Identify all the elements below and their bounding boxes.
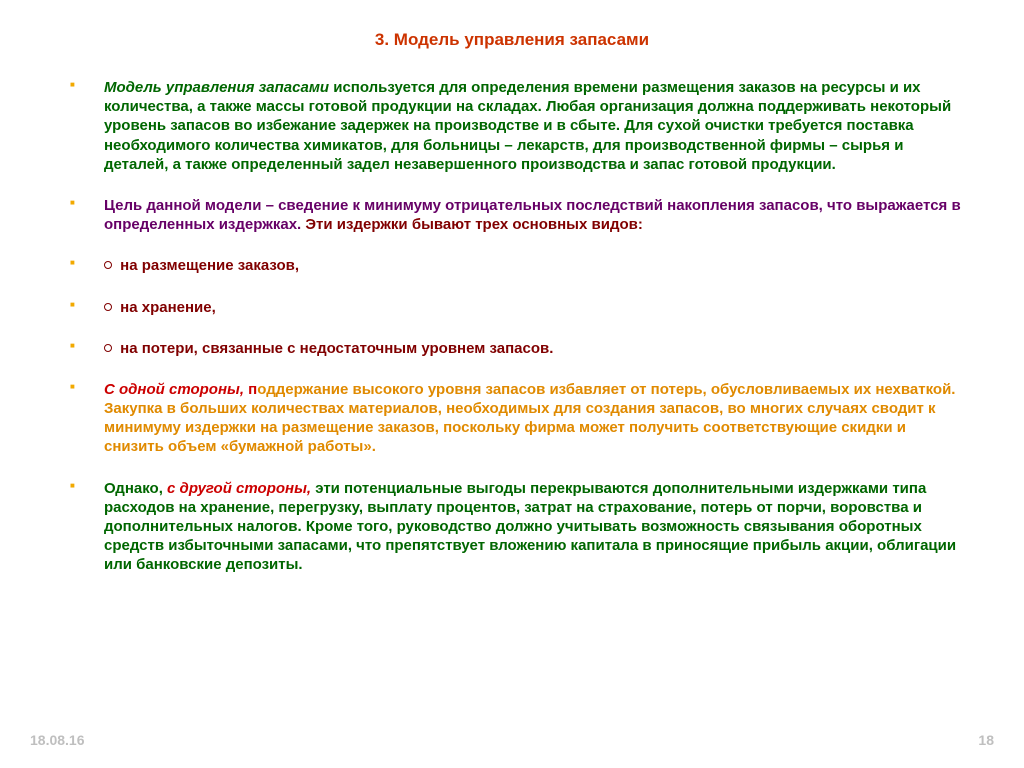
sub-bullet-1-text: на размещение заказов, [116,257,299,274]
slide-title: 3. Модель управления запасами [40,30,984,50]
bullet-3-lead-italic: С одной стороны, [104,381,248,398]
slide-footer: 18.08.16 18 [30,732,994,748]
bullet-3-lead: п [248,381,257,398]
bullet-4-lead-italic: с другой стороны, [167,480,311,497]
slide-page: 3. Модель управления запасами Модель упр… [0,0,1024,768]
bullet-3: С одной стороны, поддержание высокого ур… [70,380,964,457]
footer-page: 18 [978,732,994,748]
footer-date: 18.08.16 [30,732,85,748]
dot-icon [104,261,112,269]
sub-bullet-2: на хранение, [70,298,964,317]
bullet-4-pre: Однако, [104,480,167,497]
bullet-list: Модель управления запасами используется … [40,78,984,575]
bullet-1-lead: Модель управления запасами [104,79,329,96]
sub-bullet-3: на потери, связанные с недостаточным уро… [70,339,964,358]
sub-bullet-1: на размещение заказов, [70,256,964,275]
dot-icon [104,344,112,352]
bullet-1: Модель управления запасами используется … [70,78,964,174]
sub-bullet-3-text: на потери, связанные с недостаточным уро… [116,340,553,357]
dot-icon [104,303,112,311]
bullet-2: Цель данной модели – сведение к минимуму… [70,196,964,234]
sub-bullet-2-text: на хранение, [116,299,216,316]
bullet-2-tail: Эти издержки бывают трех основных видов: [305,216,642,233]
bullet-4: Однако, с другой стороны, эти потенциаль… [70,479,964,575]
